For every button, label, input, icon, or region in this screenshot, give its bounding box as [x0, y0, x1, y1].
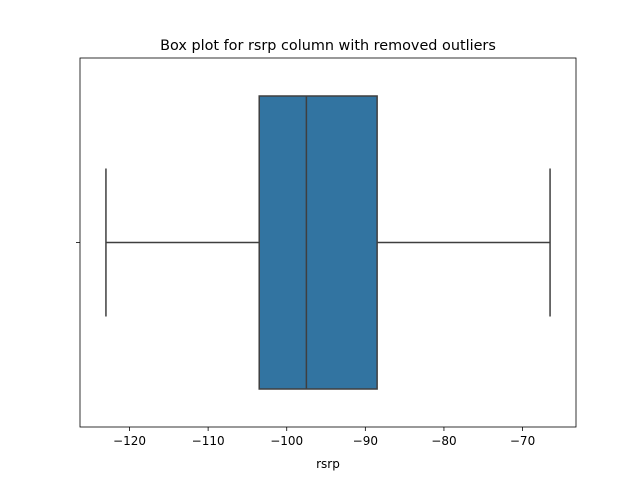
x-tick-label: −100: [270, 434, 303, 448]
iqr-box: [258, 95, 378, 390]
x-axis-label: rsrp: [316, 457, 340, 471]
x-tick-label: −70: [510, 434, 535, 448]
x-tick-label: −120: [113, 434, 146, 448]
plot-area: −120 −110 −100 −90 −80 −70: [76, 57, 577, 448]
x-tick-label: −80: [431, 434, 456, 448]
chart-title: Box plot for rsrp column with removed ou…: [160, 38, 496, 54]
x-tick-label: −110: [192, 434, 225, 448]
x-tick-label: −90: [353, 434, 378, 448]
